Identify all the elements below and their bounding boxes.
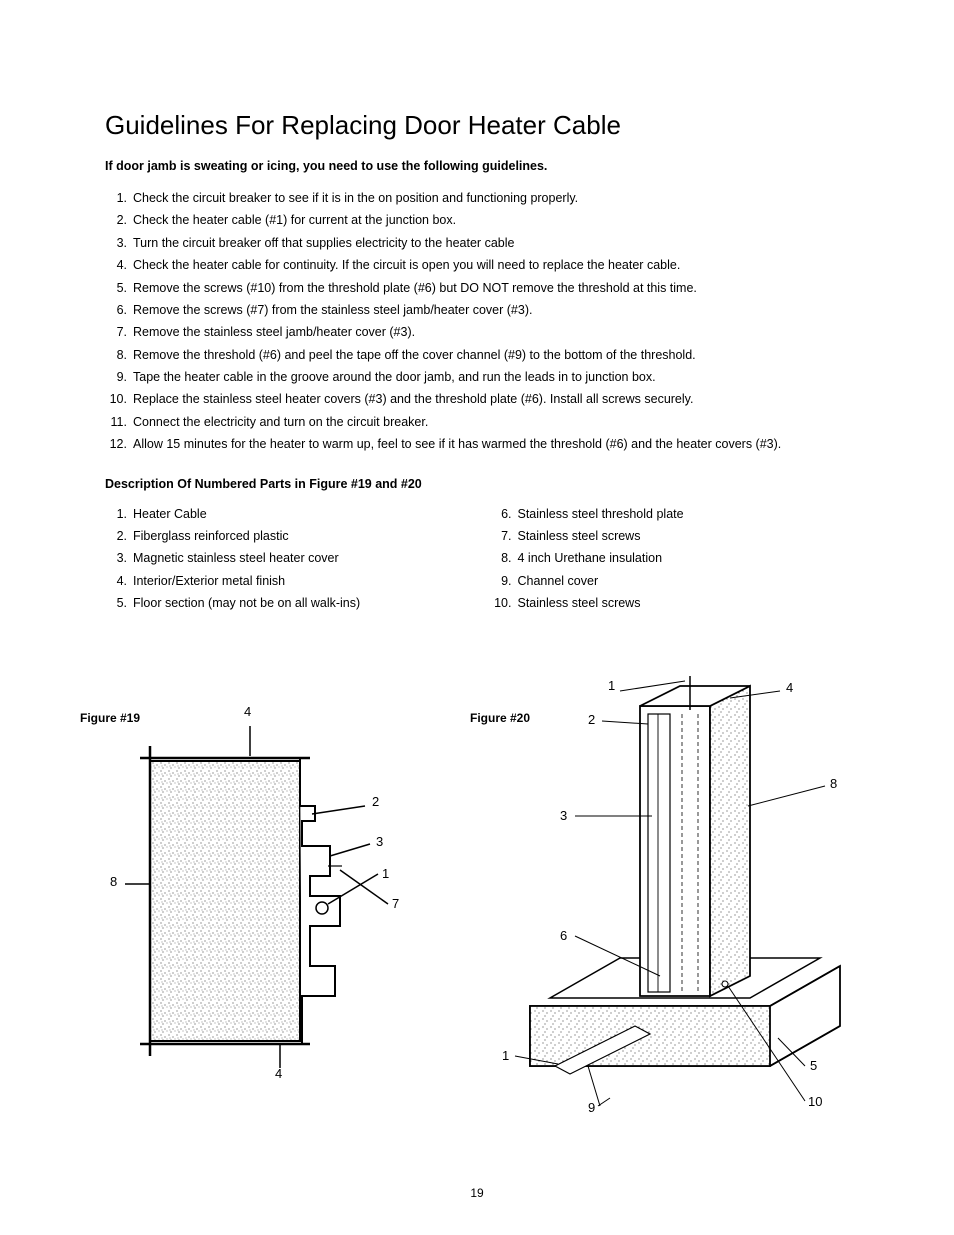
callout: 8	[110, 874, 117, 889]
part-item: 4 inch Urethane insulation	[490, 549, 875, 568]
callout: 7	[392, 896, 399, 911]
part-item: Magnetic stainless steel heater cover	[105, 549, 490, 568]
figure-20-label: Figure #20	[470, 711, 530, 725]
callout: 10	[808, 1094, 822, 1109]
steps-list: Check the circuit breaker to see if it i…	[105, 189, 874, 455]
callout: 3	[560, 808, 567, 823]
callout: 8	[830, 776, 837, 791]
callout: 1	[608, 678, 615, 693]
callout: 9	[588, 1100, 595, 1115]
parts-left-col: Heater Cable Fiberglass reinforced plast…	[105, 505, 490, 617]
page: Guidelines For Replacing Door Heater Cab…	[0, 0, 954, 1235]
callout: 6	[560, 928, 567, 943]
callout: 1	[502, 1048, 509, 1063]
step-item: Remove the screws (#7) from the stainles…	[105, 301, 874, 320]
parts-columns: Heater Cable Fiberglass reinforced plast…	[105, 505, 874, 617]
step-item: Check the heater cable for continuity. I…	[105, 256, 874, 275]
step-item: Remove the stainless steel jamb/heater c…	[105, 323, 874, 342]
parts-right-col: Stainless steel threshold plate Stainles…	[490, 505, 875, 617]
page-number: 19	[470, 1186, 483, 1200]
part-item: Stainless steel threshold plate	[490, 505, 875, 524]
part-item: Stainless steel screws	[490, 527, 875, 546]
figure-19-svg	[80, 666, 450, 1086]
step-item: Remove the threshold (#6) and peel the t…	[105, 346, 874, 365]
parts-heading: Description Of Numbered Parts in Figure …	[105, 477, 874, 491]
step-item: Connect the electricity and turn on the …	[105, 413, 874, 432]
subtitle: If door jamb is sweating or icing, you n…	[105, 159, 874, 173]
callout: 5	[810, 1058, 817, 1073]
step-item: Check the heater cable (#1) for current …	[105, 211, 874, 230]
part-item: Heater Cable	[105, 505, 490, 524]
callout: 3	[376, 834, 383, 849]
step-item: Check the circuit breaker to see if it i…	[105, 189, 874, 208]
step-item: Allow 15 minutes for the heater to warm …	[105, 435, 874, 454]
callout: 2	[372, 794, 379, 809]
step-item: Remove the screws (#10) from the thresho…	[105, 279, 874, 298]
callout: 1	[382, 866, 389, 881]
step-item: Turn the circuit breaker off that suppli…	[105, 234, 874, 253]
step-item: Replace the stainless steel heater cover…	[105, 390, 874, 409]
figure-20: Figure #20	[470, 666, 890, 1126]
figure-19: Figure #19	[80, 666, 450, 1086]
figure-19-label: Figure #19	[80, 711, 140, 725]
callout: 4	[244, 704, 251, 719]
figures-row: Figure #19	[80, 666, 874, 1126]
part-item: Interior/Exterior metal finish	[105, 572, 490, 591]
part-item: Fiberglass reinforced plastic	[105, 527, 490, 546]
part-item: Channel cover	[490, 572, 875, 591]
step-item: Tape the heater cable in the groove arou…	[105, 368, 874, 387]
part-item: Stainless steel screws	[490, 594, 875, 613]
callout: 2	[588, 712, 595, 727]
callout: 4	[786, 680, 793, 695]
part-item: Floor section (may not be on all walk-in…	[105, 594, 490, 613]
callout: 4	[275, 1066, 282, 1081]
figure-20-svg	[470, 666, 890, 1136]
page-title: Guidelines For Replacing Door Heater Cab…	[105, 110, 874, 141]
